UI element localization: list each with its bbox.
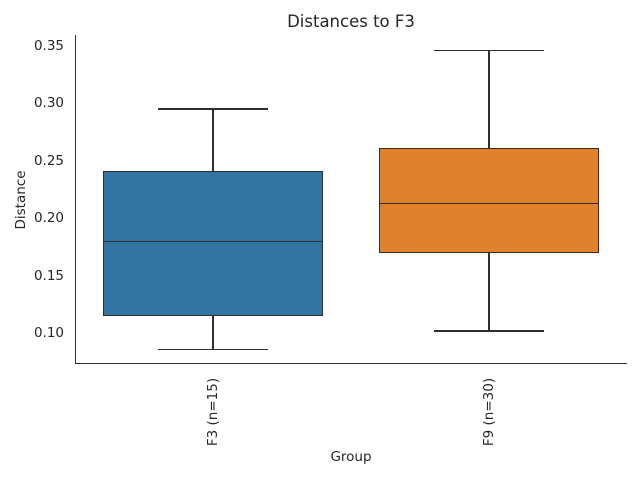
- whisker-lower: [487, 252, 490, 332]
- whisker-lower: [212, 316, 215, 350]
- y-tick-label: 0.30: [33, 95, 64, 112]
- whisker-upper: [212, 109, 215, 172]
- x-axis-spine: [74, 362, 627, 365]
- whisker-cap-lower: [433, 330, 544, 332]
- y-axis-spine: [74, 35, 76, 364]
- y-tick-label: 0.25: [33, 152, 64, 169]
- whisker-upper: [487, 50, 490, 149]
- whisker-cap-upper: [433, 49, 544, 52]
- whisker-cap-upper: [158, 108, 269, 111]
- whisker-cap-lower: [158, 348, 269, 351]
- chart-title: Distances to F3: [287, 12, 415, 31]
- y-tick-label: 0.10: [33, 325, 64, 342]
- median-line: [103, 240, 324, 243]
- y-tick-label: 0.15: [33, 267, 64, 284]
- median-line: [378, 202, 599, 205]
- x-axis-label: Group: [330, 449, 372, 465]
- box: [378, 148, 599, 253]
- x-tick-label: F9 (n=30): [480, 377, 497, 446]
- box: [103, 171, 324, 317]
- y-tick-label: 0.35: [33, 37, 64, 54]
- y-tick-label: 0.20: [33, 210, 64, 227]
- x-tick-label: F3 (n=15): [205, 377, 222, 446]
